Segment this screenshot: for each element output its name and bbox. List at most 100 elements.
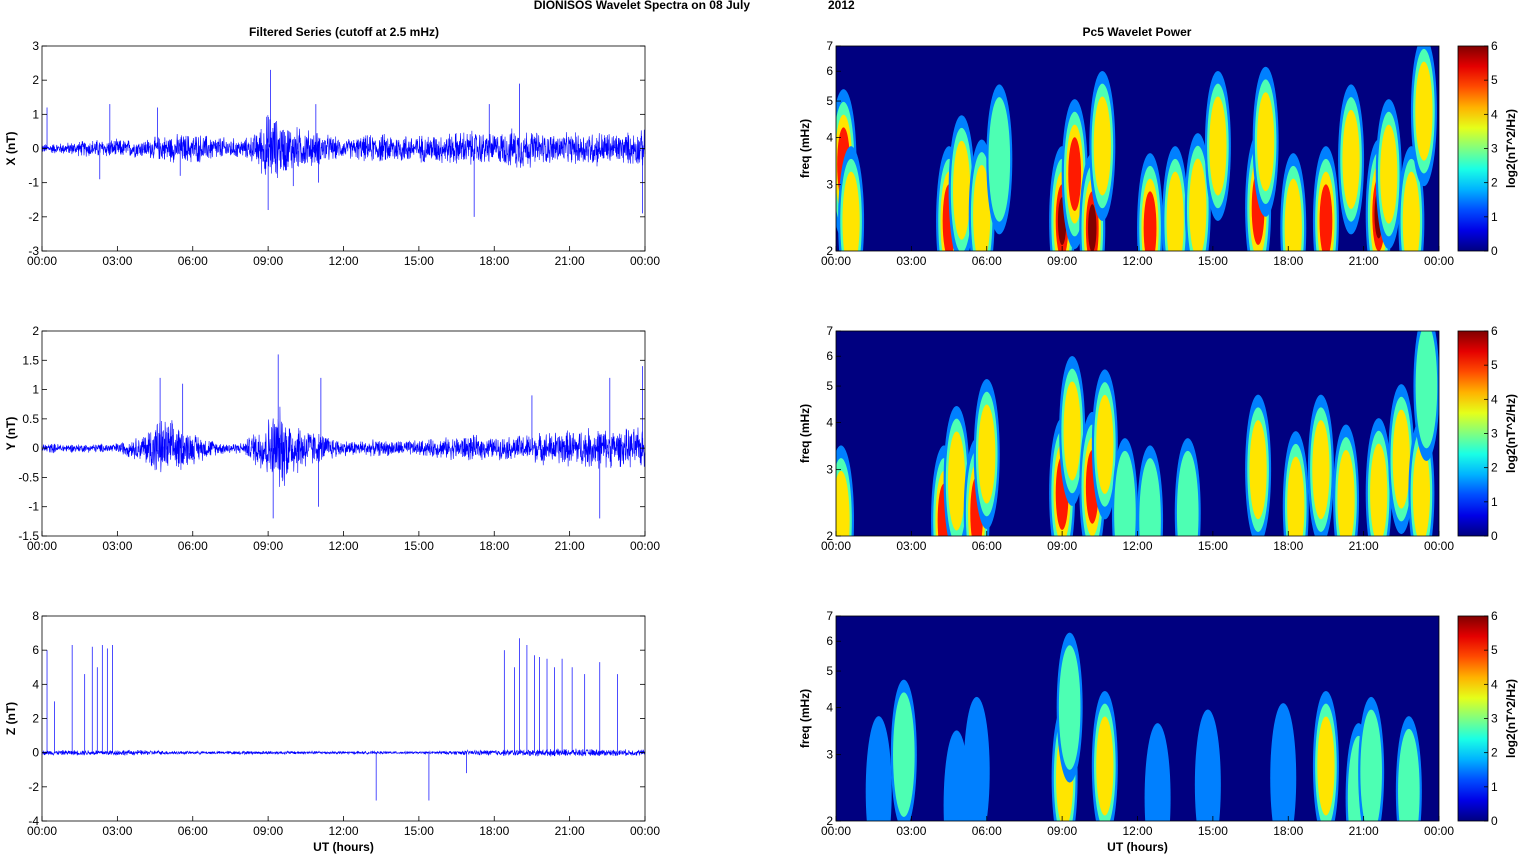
- series-x-xtick-label-8: 00:00: [630, 254, 660, 268]
- spectrum-x-blob-11-level-2: [1166, 171, 1184, 251]
- series-z-ytick-label-4: 0: [32, 746, 39, 760]
- spectrum-z-blob-3-level-0: [963, 696, 990, 821]
- spectrum-x-blob-3-level-2: [953, 140, 971, 240]
- series-z-xtick-label-2: 06:00: [178, 824, 208, 838]
- spectrum-z-blob-5-level-1: [1058, 645, 1081, 770]
- series-x-ytick-label-6: -3: [28, 244, 39, 258]
- series-z-plot-area: [42, 616, 645, 821]
- spectrum-y-colorbar: [1457, 330, 1489, 537]
- spectrum-x-ylabel: freq (mHz): [798, 119, 812, 178]
- spectrum-z-colorbar: [1457, 615, 1489, 822]
- series-z-xtick-label-0: 00:00: [27, 824, 57, 838]
- spectrum-z-ytick-label-3: 5: [826, 664, 833, 678]
- series-z-ytick-label-3: 2: [32, 712, 39, 726]
- series-y-ytick-label-1: 1.5: [22, 353, 39, 367]
- spectrum-x-blob-12-level-2: [1189, 158, 1207, 251]
- series-x-ytick-label-0: 3: [32, 39, 39, 53]
- spectrum-y-xtick-label-2: 06:00: [972, 539, 1002, 553]
- spectrum-y-xtick-label-8: 00:00: [1424, 539, 1454, 553]
- series-y-ylabel: Y (nT): [4, 417, 18, 451]
- spectrum-z-colorbar-tick-label-0: 0: [1491, 814, 1498, 828]
- spectrum-y-blob-17-level-2: [1392, 409, 1410, 509]
- spectrum-x-blob-18-level-2: [1342, 109, 1360, 209]
- series-z-ytick-label-6: -4: [28, 814, 39, 828]
- spectrum-x-blob-7-level-3: [1068, 137, 1082, 211]
- spectrum-x-xtick-label-8: 00:00: [1424, 254, 1454, 268]
- spectrum-z-xtick-label-7: 21:00: [1349, 824, 1379, 838]
- spectrum-z-colorbar-tick-label-6: 6: [1491, 609, 1498, 623]
- spectrum-z-blob-1-level-1: [893, 692, 915, 817]
- series-y-xtick-label-7: 21:00: [555, 539, 585, 553]
- spectrum-y-blob-6-level-2: [1063, 381, 1081, 481]
- spectrum-z-blob-0-level-0: [865, 716, 892, 821]
- spectrum-x-xtick-label-7: 21:00: [1349, 254, 1379, 268]
- series-z-trace: [41, 748, 646, 757]
- series-y-xtick-label-6: 18:00: [479, 539, 509, 553]
- spectrum-x-blob-13-level-2: [1209, 96, 1227, 196]
- series-z-ylabel: Z (nT): [4, 702, 18, 735]
- spectrum-z-colorbar-tick-label-4: 4: [1491, 677, 1498, 691]
- spectrum-x-xtick-label-1: 03:00: [896, 254, 926, 268]
- spectrum-z-plot-area: [836, 616, 1439, 821]
- spectrum-y-ytick-label-0: 2: [826, 529, 833, 543]
- series-z-xtick-label-7: 21:00: [555, 824, 585, 838]
- spectrum-z-ytick-label-1: 3: [826, 748, 833, 762]
- spectrum-y-colorbar-label: log2(nT^2/Hz): [1504, 394, 1518, 473]
- spectrum-z-blob-6-level-2: [1096, 716, 1114, 816]
- spectrum-x-ytick-label-2: 4: [826, 131, 833, 145]
- series-x-xtick-label-7: 21:00: [555, 254, 585, 268]
- spectrum-z-xlabel: UT (hours): [1107, 840, 1168, 854]
- series-x-ytick-label-1: 2: [32, 73, 39, 87]
- spectrum-y-colorbar-tick-label-6: 6: [1491, 324, 1498, 338]
- spectrum-x-panel: 2 3 4 5 6 7 0 1 2 3 4 5 6 log2(nT^2/Hz) 00:00 03:00 06:0…: [798, 39, 1518, 268]
- spectrum-x-blob-20-level-2: [1380, 124, 1398, 224]
- spectrum-y-xtick-label-4: 12:00: [1122, 539, 1152, 553]
- spectrum-y-ytick-label-1: 3: [826, 463, 833, 477]
- series-z-ytick-label-0: 8: [32, 609, 39, 623]
- series-y-ytick-label-6: -1: [28, 500, 39, 514]
- spectrum-x-blobs: [836, 46, 1437, 251]
- spectrum-y-ytick-label-5: 7: [826, 324, 833, 338]
- series-x-ytick-label-5: -2: [28, 210, 39, 224]
- series-x-ylabel: X (nT): [4, 132, 18, 166]
- spectrum-x-colorbar-label: log2(nT^2/Hz): [1504, 109, 1518, 188]
- spectrum-x-colorbar: [1457, 45, 1489, 252]
- spectrum-y-blob-16-level-2: [1370, 443, 1388, 536]
- series-y-xtick-label-5: 15:00: [404, 539, 434, 553]
- spectrum-y-colorbar-tick-label-4: 4: [1491, 392, 1498, 406]
- figure-title: DIONISOS Wavelet Spectra on 08 July: [534, 0, 751, 12]
- spectrum-z-blob-9-level-0: [1270, 703, 1297, 821]
- spectrum-y-blob-15-level-2: [1337, 450, 1355, 536]
- spectrum-x-blob-5-level-1: [988, 97, 1011, 222]
- series-y-ytick-label-7: -1.5: [18, 529, 39, 543]
- right-column-title: Pc5 Wavelet Power: [1083, 25, 1192, 39]
- spectrum-y-ylabel: freq (mHz): [798, 404, 812, 463]
- spectrum-y-colorbar-tick-label-0: 0: [1491, 529, 1498, 543]
- spectrum-y-blob-10-level-1: [1139, 458, 1161, 536]
- spectrum-x-blob-22-level-2: [1415, 61, 1433, 161]
- series-x-ytick-label-4: -1: [28, 176, 39, 190]
- spectrum-z-ytick-label-0: 2: [826, 814, 833, 828]
- series-x-xtick-label-2: 06:00: [178, 254, 208, 268]
- series-x-ytick-label-3: 0: [32, 142, 39, 156]
- spectrum-y-xtick-label-1: 03:00: [896, 539, 926, 553]
- spectrum-x-ytick-label-3: 5: [826, 94, 833, 108]
- series-y-ytick-label-5: -0.5: [18, 470, 39, 484]
- spectrum-y-colorbar-tick-label-3: 3: [1491, 427, 1498, 441]
- series-y-xtick-label-8: 00:00: [630, 539, 660, 553]
- spectrum-x-blob-4-level-2: [973, 165, 991, 251]
- spectrum-y-blob-12-level-2: [1249, 420, 1267, 520]
- series-y-ytick-label-2: 1: [32, 383, 39, 397]
- series-x-xtick-label-6: 18:00: [479, 254, 509, 268]
- spectrum-x-blob-9-level-2: [1093, 96, 1111, 196]
- spectrum-z-xtick-label-6: 18:00: [1273, 824, 1303, 838]
- series-x-xtick-label-5: 15:00: [404, 254, 434, 268]
- spectrum-z-blob-10-level-2: [1317, 716, 1335, 816]
- series-z-ytick-label-1: 6: [32, 643, 39, 657]
- spectrum-x-colorbar-tick-label-5: 5: [1491, 73, 1498, 87]
- spectrum-y-blob-2-level-2: [948, 431, 966, 531]
- series-y-ytick-label-4: 0: [32, 441, 39, 455]
- spectrum-x-colorbar-tick-label-1: 1: [1491, 210, 1498, 224]
